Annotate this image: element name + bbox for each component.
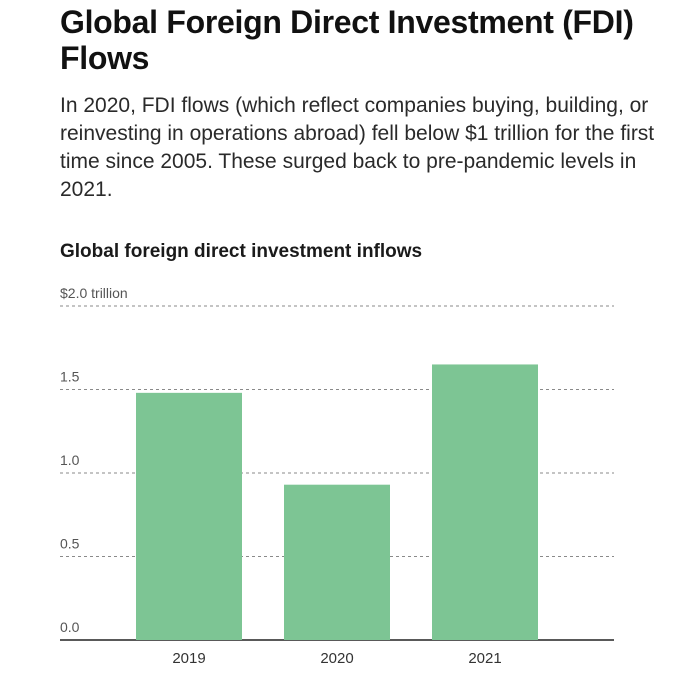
y-tick-label: 0.5 bbox=[60, 536, 80, 552]
bar-2020 bbox=[284, 484, 390, 640]
headline: Global Foreign Direct Investment (FDI) F… bbox=[60, 4, 634, 76]
chart-title: Global foreign direct investment inflows bbox=[60, 241, 423, 262]
bar-2019 bbox=[136, 392, 242, 640]
tick-labels: 0.0 0.5 1.0 1.5 $2.0 trillion 2019 2020 2021 bbox=[60, 285, 502, 667]
dek-text: In 2020, FDI flows (which reflect compan… bbox=[60, 94, 655, 201]
y-tick-label: 0.0 bbox=[60, 619, 80, 635]
y-tick-label: 1.0 bbox=[60, 452, 80, 468]
x-tick-label: 2020 bbox=[320, 650, 353, 667]
x-tick-label: 2021 bbox=[468, 650, 501, 667]
y-tick-label: $2.0 trillion bbox=[60, 285, 128, 301]
x-tick-label: 2019 bbox=[172, 650, 205, 667]
bars bbox=[136, 364, 538, 640]
bar-2021 bbox=[432, 364, 538, 640]
y-tick-label: 1.5 bbox=[60, 369, 80, 385]
